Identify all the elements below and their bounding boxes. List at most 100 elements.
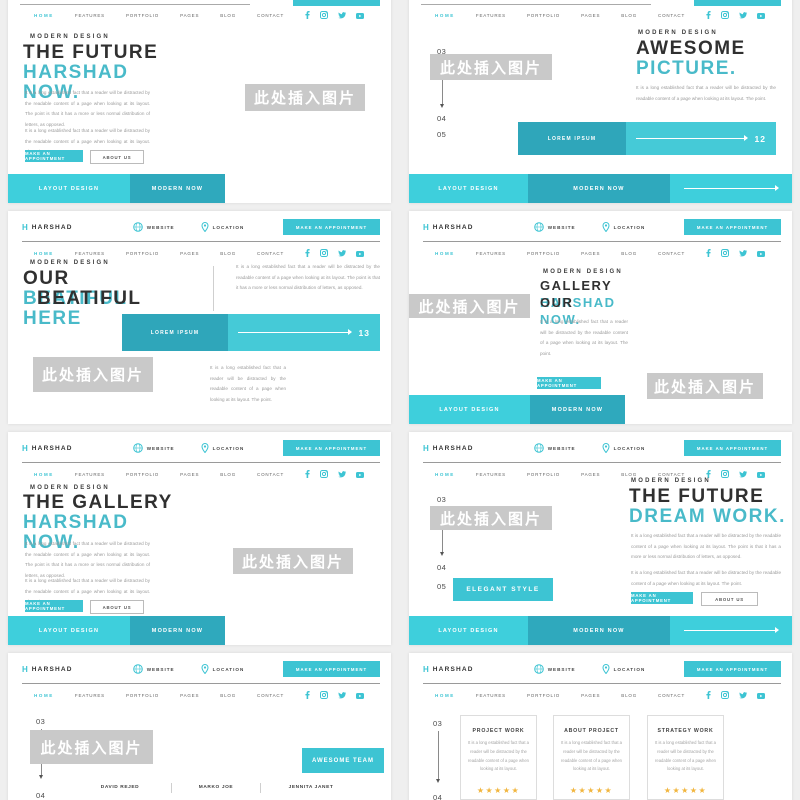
nav-home[interactable]: HOME: [435, 250, 455, 256]
twitter-icon[interactable]: [338, 465, 347, 483]
nav-features[interactable]: FEATURES: [475, 250, 506, 256]
facebook-icon[interactable]: [305, 244, 310, 262]
facebook-icon[interactable]: [706, 465, 711, 483]
nav-pages[interactable]: PAGES: [180, 250, 200, 256]
image-placeholder[interactable]: 此处插入图片: [245, 84, 365, 111]
facebook-icon[interactable]: [706, 686, 711, 704]
nav-portfolio[interactable]: PORTFOLIO: [526, 12, 561, 18]
slide-07-awesome-team[interactable]: H HARSHAD WEBSITE LOCATION MAKE AN APPOI…: [8, 653, 391, 800]
appointment-button[interactable]: MAKE AN APPOINTMENT: [684, 440, 781, 456]
layout-design-tab[interactable]: LAYOUT DESIGN: [8, 174, 130, 203]
next-arrow-tab[interactable]: [670, 174, 792, 203]
layout-design-tab[interactable]: LAYOUT DESIGN: [8, 616, 130, 645]
nav-pages[interactable]: PAGES: [180, 12, 200, 18]
nav-pages[interactable]: PAGES: [581, 12, 601, 18]
youtube-icon[interactable]: [356, 686, 365, 704]
location-link[interactable]: LOCATION: [201, 443, 245, 453]
facebook-icon[interactable]: [305, 686, 310, 704]
twitter-icon[interactable]: [338, 6, 347, 24]
nav-home[interactable]: HOME: [34, 12, 54, 18]
youtube-icon[interactable]: [757, 465, 766, 483]
instagram-icon[interactable]: [320, 465, 329, 483]
location-link[interactable]: LOCATION: [602, 443, 646, 453]
slide-02-awesome-picture[interactable]: HOME FEATURES PORTFOLIO PAGES BLOG CONTA…: [409, 0, 792, 203]
nav-blog[interactable]: BLOG: [220, 692, 237, 698]
about-us-button[interactable]: ABOUT US: [701, 592, 758, 606]
nav-contact[interactable]: CONTACT: [257, 250, 285, 256]
nav-blog[interactable]: BLOG: [220, 471, 237, 477]
website-link[interactable]: WEBSITE: [132, 222, 175, 232]
nav-features[interactable]: FEATURES: [74, 12, 105, 18]
nav-portfolio[interactable]: PORTFOLIO: [526, 471, 561, 477]
nav-features[interactable]: FEATURES: [475, 12, 506, 18]
appointment-button-cut[interactable]: [694, 0, 781, 6]
nav-contact[interactable]: CONTACT: [658, 471, 686, 477]
appointment-button[interactable]: MAKE AN APPOINTMENT: [283, 661, 380, 677]
slide-08-project-cards[interactable]: H HARSHAD WEBSITE LOCATION MAKE AN APPOI…: [409, 653, 792, 800]
about-us-button[interactable]: ABOUT US: [90, 150, 144, 164]
website-link[interactable]: WEBSITE: [533, 222, 576, 232]
nav-features[interactable]: FEATURES: [74, 250, 105, 256]
nav-portfolio[interactable]: PORTFOLIO: [125, 692, 160, 698]
nav-contact[interactable]: CONTACT: [257, 12, 285, 18]
image-placeholder[interactable]: 此处插入图片: [430, 506, 552, 530]
nav-blog[interactable]: BLOG: [621, 471, 638, 477]
youtube-icon[interactable]: [356, 6, 365, 24]
next-arrow-tab[interactable]: [670, 616, 792, 645]
facebook-icon[interactable]: [706, 6, 711, 24]
nav-contact[interactable]: CONTACT: [658, 692, 686, 698]
twitter-icon[interactable]: [739, 6, 748, 24]
nav-contact[interactable]: CONTACT: [658, 250, 686, 256]
instagram-icon[interactable]: [320, 244, 329, 262]
location-link[interactable]: LOCATION: [201, 664, 245, 674]
youtube-icon[interactable]: [757, 244, 766, 262]
nav-pages[interactable]: PAGES: [581, 692, 601, 698]
youtube-icon[interactable]: [356, 244, 365, 262]
nav-features[interactable]: FEATURES: [74, 471, 105, 477]
slide-03-our-beautiful[interactable]: H HARSHAD WEBSITE LOCATION MAKE AN APPOI…: [8, 211, 391, 424]
awesome-team-button[interactable]: AWESOME TEAM: [302, 748, 384, 773]
nav-features[interactable]: FEATURES: [475, 471, 506, 477]
lorem-ipsum-bar[interactable]: LOREM IPSUM 12: [518, 122, 776, 155]
nav-pages[interactable]: PAGES: [180, 692, 200, 698]
project-card[interactable]: PROJECT WORK It is a long established fa…: [460, 715, 537, 800]
youtube-icon[interactable]: [356, 465, 365, 483]
image-placeholder[interactable]: 此处插入图片: [409, 294, 530, 318]
nav-blog[interactable]: BLOG: [621, 12, 638, 18]
nav-home[interactable]: HOME: [435, 12, 455, 18]
twitter-icon[interactable]: [338, 244, 347, 262]
slide-06-dream-work[interactable]: H HARSHAD WEBSITE LOCATION MAKE AN APPOI…: [409, 432, 792, 645]
appointment-button[interactable]: MAKE AN APPOINTMENT: [283, 440, 380, 456]
instagram-icon[interactable]: [721, 465, 730, 483]
image-placeholder[interactable]: 此处插入图片: [30, 730, 153, 764]
instagram-icon[interactable]: [721, 6, 730, 24]
slide-04-gallery[interactable]: H HARSHAD WEBSITE LOCATION MAKE AN APPOI…: [409, 211, 792, 424]
modern-now-tab[interactable]: MODERN NOW: [130, 616, 225, 645]
modern-now-tab[interactable]: MODERN NOW: [528, 174, 670, 203]
twitter-icon[interactable]: [739, 465, 748, 483]
appointment-button-cut[interactable]: [293, 0, 380, 6]
twitter-icon[interactable]: [739, 244, 748, 262]
nav-portfolio[interactable]: PORTFOLIO: [125, 250, 160, 256]
appointment-button-small[interactable]: MAKE AN APPOINTMENT: [631, 592, 693, 604]
facebook-icon[interactable]: [706, 244, 711, 262]
youtube-icon[interactable]: [757, 6, 766, 24]
nav-contact[interactable]: CONTACT: [257, 471, 285, 477]
nav-features[interactable]: FEATURES: [475, 692, 506, 698]
youtube-icon[interactable]: [757, 686, 766, 704]
image-placeholder[interactable]: 此处插入图片: [647, 373, 763, 399]
appointment-button-small[interactable]: MAKE AN APPOINTMENT: [25, 600, 83, 612]
nav-blog[interactable]: BLOG: [220, 12, 237, 18]
nav-contact[interactable]: CONTACT: [658, 12, 686, 18]
website-link[interactable]: WEBSITE: [132, 664, 175, 674]
slide-05-the-gallery[interactable]: H HARSHAD WEBSITE LOCATION MAKE AN APPOI…: [8, 432, 391, 645]
nav-portfolio[interactable]: PORTFOLIO: [526, 250, 561, 256]
nav-pages[interactable]: PAGES: [180, 471, 200, 477]
lorem-ipsum-bar[interactable]: LOREM IPSUM 13: [122, 314, 380, 351]
modern-now-tab[interactable]: MODERN NOW: [130, 174, 225, 203]
location-link[interactable]: LOCATION: [602, 222, 646, 232]
twitter-icon[interactable]: [338, 686, 347, 704]
nav-features[interactable]: FEATURES: [74, 692, 105, 698]
slide-01-the-future[interactable]: HOME FEATURES PORTFOLIO PAGES BLOG CONTA…: [8, 0, 391, 203]
appointment-button-small[interactable]: MAKE AN APPOINTMENT: [537, 377, 601, 389]
